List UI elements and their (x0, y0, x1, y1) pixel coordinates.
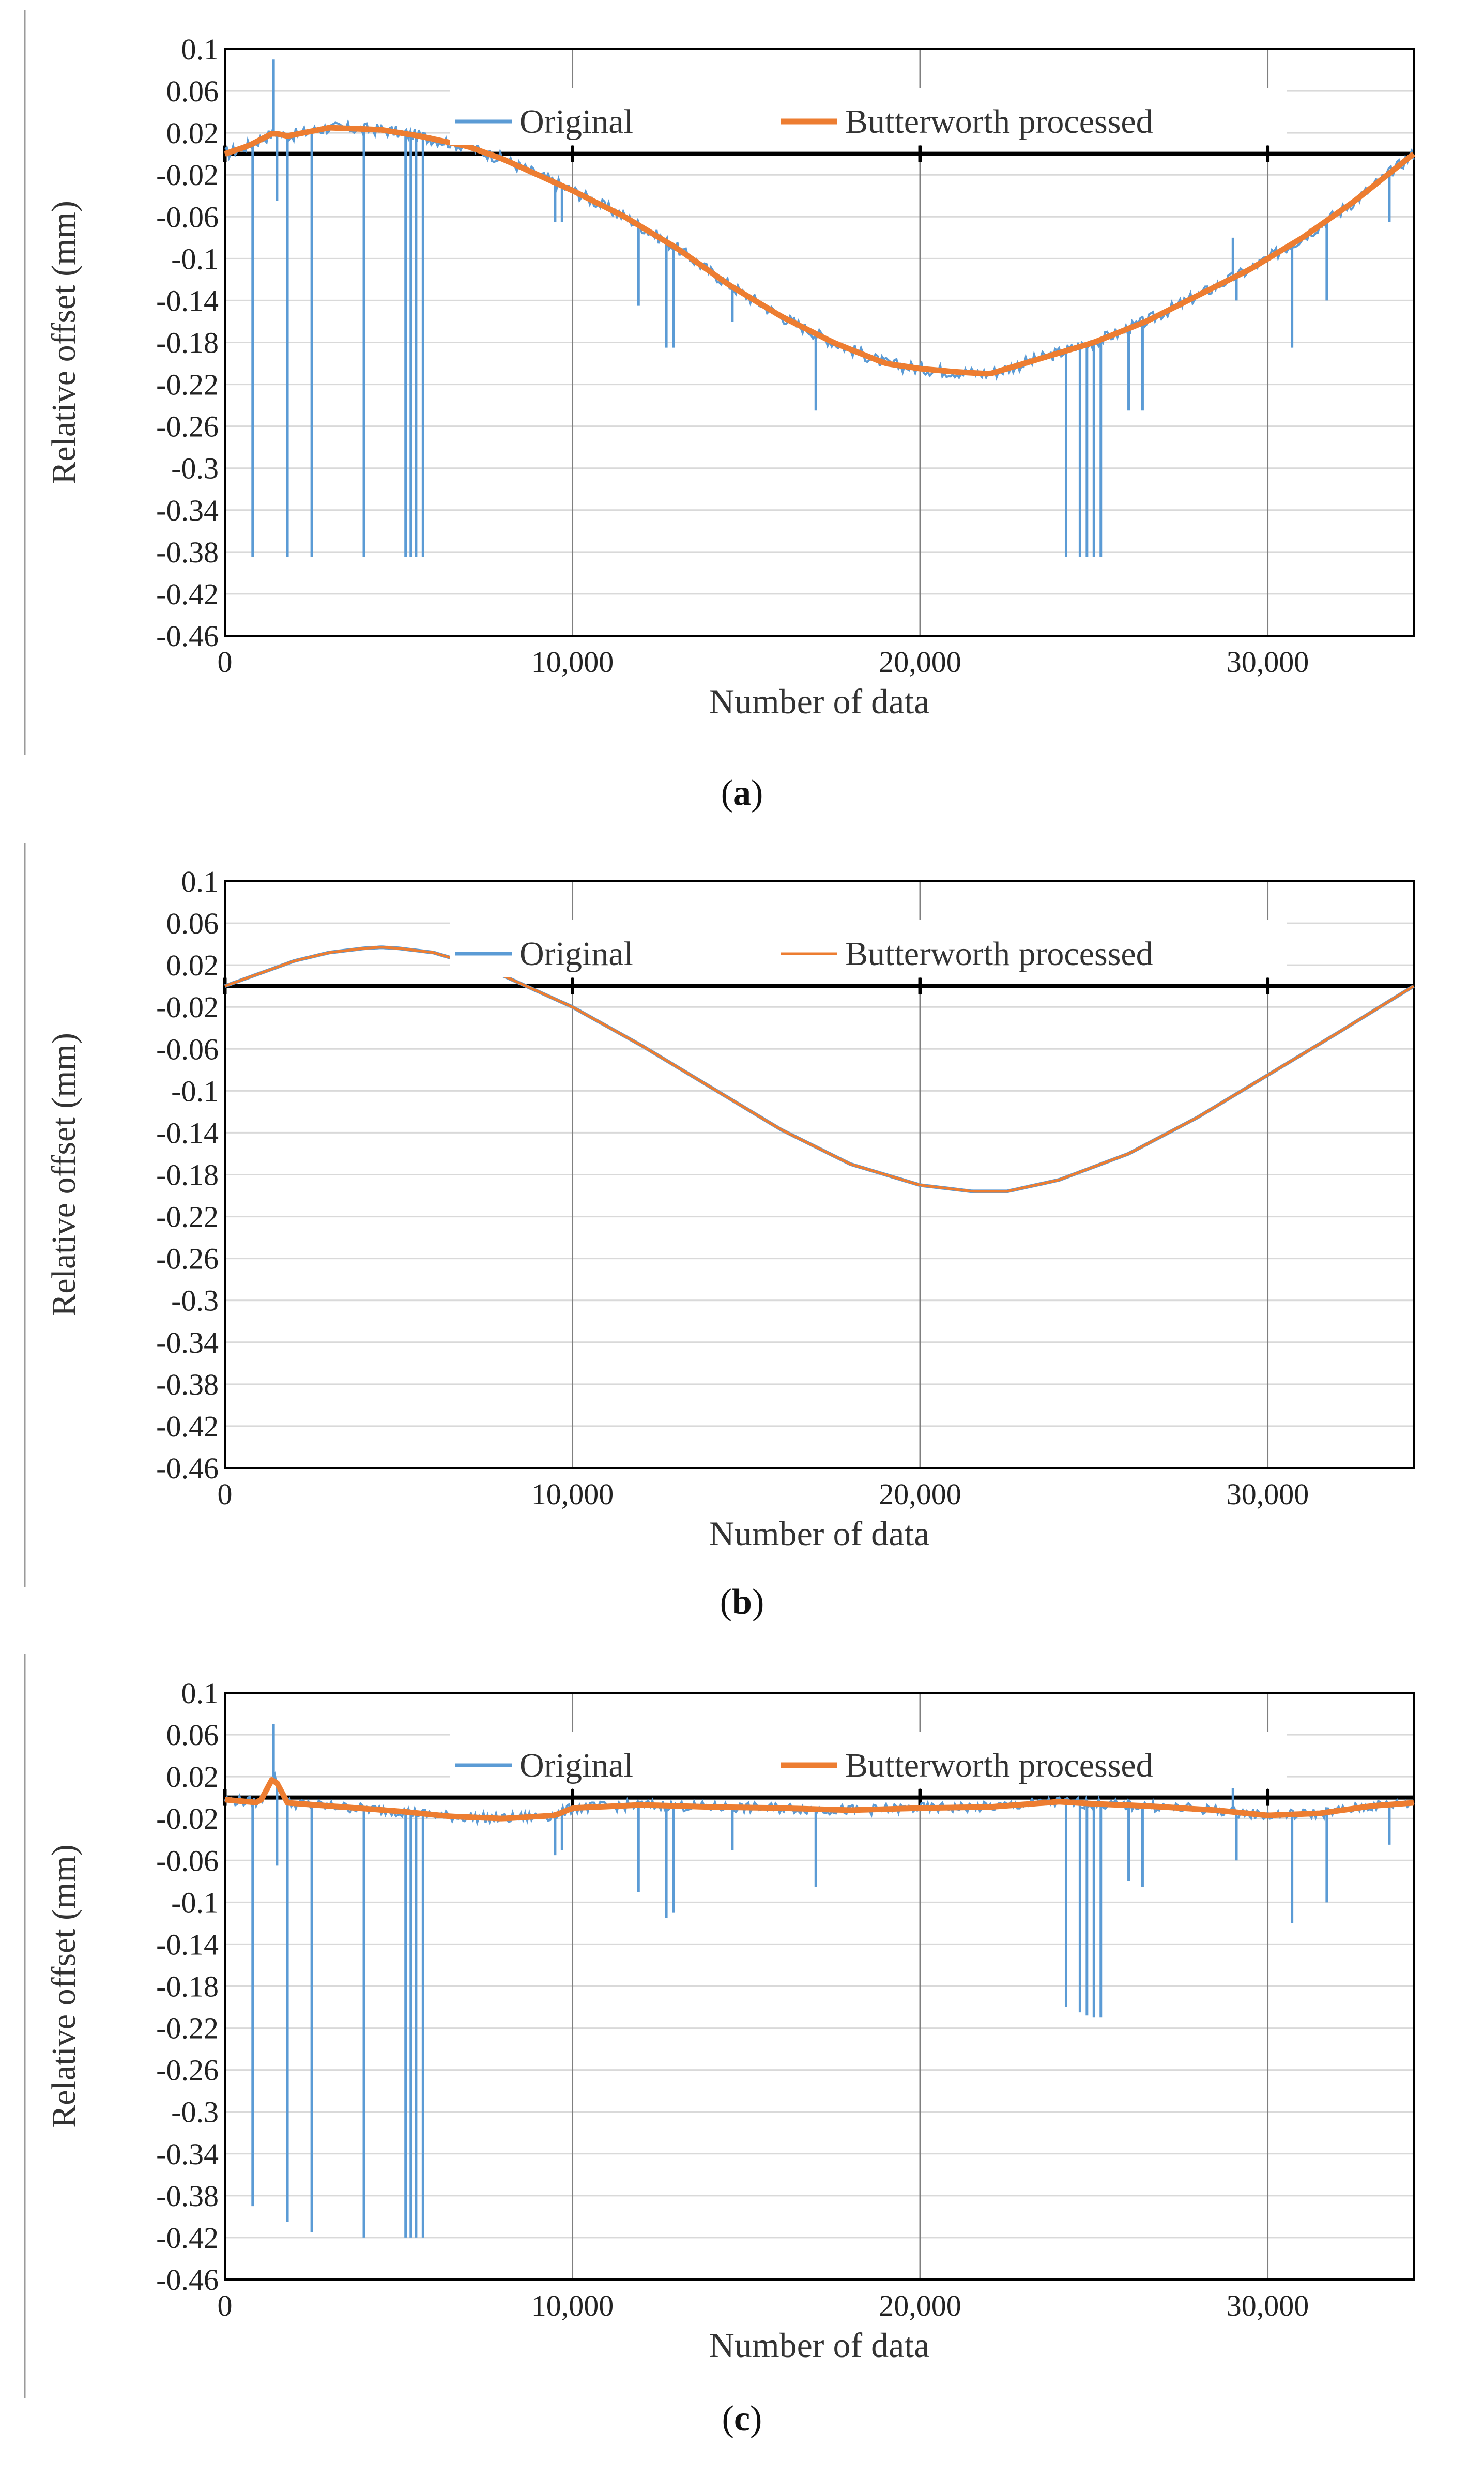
y-tick-label: -0.46 (156, 2263, 219, 2297)
x-tick-label: 30,000 (1227, 2289, 1309, 2322)
y-tick-label: -0.1 (171, 1074, 219, 1108)
y-tick-label: 0.02 (166, 1760, 219, 1794)
x-axis-title: Number of data (709, 2325, 930, 2365)
y-tick-label: 0.06 (166, 907, 219, 940)
series-line-original (224, 118, 1415, 381)
x-tick-label: 30,000 (1227, 1477, 1309, 1511)
legend-label-original: Original (519, 935, 633, 973)
series-line-butterworth (224, 1777, 1414, 1822)
y-tick-label: -0.46 (156, 1451, 219, 1485)
plot-frame (224, 880, 1415, 1469)
x-axis-title: Number of data (709, 682, 930, 721)
chart-panel-a: 0.1 0.06 0.02 -0.02 -0.06 -0.1 -0.14 -0.18 -0.22… (24, 10, 1416, 755)
legend-label-butterworth: Butterworth processed (845, 935, 1153, 973)
y-tick-label: -0.38 (156, 535, 219, 569)
y-tick-label: -0.06 (156, 1844, 219, 1877)
y-tick-label: -0.3 (171, 2095, 219, 2129)
series-line-butterworth (224, 946, 1415, 1193)
y-tick-label: -0.06 (156, 1032, 219, 1066)
x-tick-label: 10,000 (531, 2289, 614, 2322)
legend-background (450, 1732, 1287, 1788)
x-tick-label: 10,000 (531, 1477, 614, 1511)
legend-label-original: Original (519, 103, 633, 141)
y-tick-label: -0.18 (156, 1158, 219, 1192)
legend-background (450, 88, 1287, 145)
panel-label-c: (c) (722, 2399, 762, 2439)
y-tick-label: -0.1 (171, 242, 219, 276)
y-tick-label: -0.26 (156, 2054, 219, 2087)
y-tick-label: -0.3 (171, 1284, 219, 1318)
y-tick-label: -0.46 (156, 619, 219, 653)
y-tick-label: 0.02 (166, 116, 219, 150)
y-tick-label: -0.22 (156, 368, 219, 402)
y-tick-label: 0.1 (181, 865, 219, 898)
y-tick-label: -0.26 (156, 1242, 219, 1276)
series-line-butterworth (224, 125, 1416, 377)
y-tick-label: 0.06 (166, 1718, 219, 1752)
y-tick-label: -0.06 (156, 200, 219, 234)
y-tick-label: -0.34 (156, 2137, 219, 2171)
y-tick-label: -0.02 (156, 1802, 219, 1835)
x-tick-label: 0 (218, 2289, 233, 2322)
legend-label-original: Original (519, 1747, 633, 1784)
y-tick-label: -0.3 (171, 452, 219, 485)
y-tick-label: -0.38 (156, 1368, 219, 1401)
series-line-original (224, 945, 1415, 1193)
x-tick-label: 20,000 (879, 645, 961, 679)
y-tick-label: 0.1 (181, 1676, 219, 1710)
y-tick-label: 0.1 (181, 33, 219, 66)
x-tick-label: 0 (218, 645, 233, 679)
x-tick-label: 20,000 (879, 1477, 961, 1511)
y-tick-label: -0.1 (171, 1886, 219, 1919)
y-tick-label: -0.14 (156, 1116, 219, 1150)
legend-label-butterworth: Butterworth processed (845, 1747, 1153, 1784)
legend-label-butterworth: Butterworth processed (845, 103, 1153, 141)
y-tick-label: -0.14 (156, 284, 219, 317)
y-tick-label: -0.42 (156, 577, 219, 611)
x-tick-label: 10,000 (531, 645, 614, 679)
plot-frame (224, 48, 1415, 637)
y-tick-label: -0.22 (156, 1200, 219, 1234)
legend-background (450, 920, 1287, 977)
y-tick-label: -0.02 (156, 158, 219, 192)
x-axis-title: Number of data (709, 1514, 930, 1553)
y-tick-label: -0.42 (156, 2221, 219, 2255)
y-tick-label: 0.02 (166, 948, 219, 982)
y-axis-title: Relative offset (mm) (45, 1033, 83, 1317)
panel-label-a: (a) (721, 773, 763, 813)
y-tick-label: -0.14 (156, 1927, 219, 1961)
y-tick-label: -0.02 (156, 990, 219, 1024)
y-axis-title: Relative offset (mm) (45, 201, 83, 484)
y-tick-label: -0.34 (156, 494, 219, 527)
chart-panel-b: 0.1 0.06 0.02 -0.02 -0.06 -0.1 -0.14 -0.18 -0.22… (24, 843, 1415, 1587)
y-axis-title: Relative offset (mm) (45, 1844, 83, 2128)
chart-panel-c: 0.1 0.06 0.02 -0.02 -0.06 -0.1 -0.14 -0.18 -0.22… (24, 1654, 1415, 2398)
y-tick-label: 0.06 (166, 74, 219, 108)
plot-frame (224, 1692, 1415, 2281)
y-tick-label: -0.18 (156, 1970, 219, 2003)
y-tick-label: -0.22 (156, 2012, 219, 2045)
x-tick-label: 20,000 (879, 2289, 961, 2322)
x-tick-label: 0 (218, 1477, 233, 1511)
y-tick-label: -0.38 (156, 2179, 219, 2213)
y-tick-label: -0.34 (156, 1326, 219, 1359)
panel-label-b: (b) (720, 1582, 764, 1622)
y-tick-label: -0.26 (156, 410, 219, 443)
y-tick-label: -0.18 (156, 326, 219, 360)
x-tick-label: 30,000 (1227, 645, 1309, 679)
y-tick-label: -0.42 (156, 1410, 219, 1443)
